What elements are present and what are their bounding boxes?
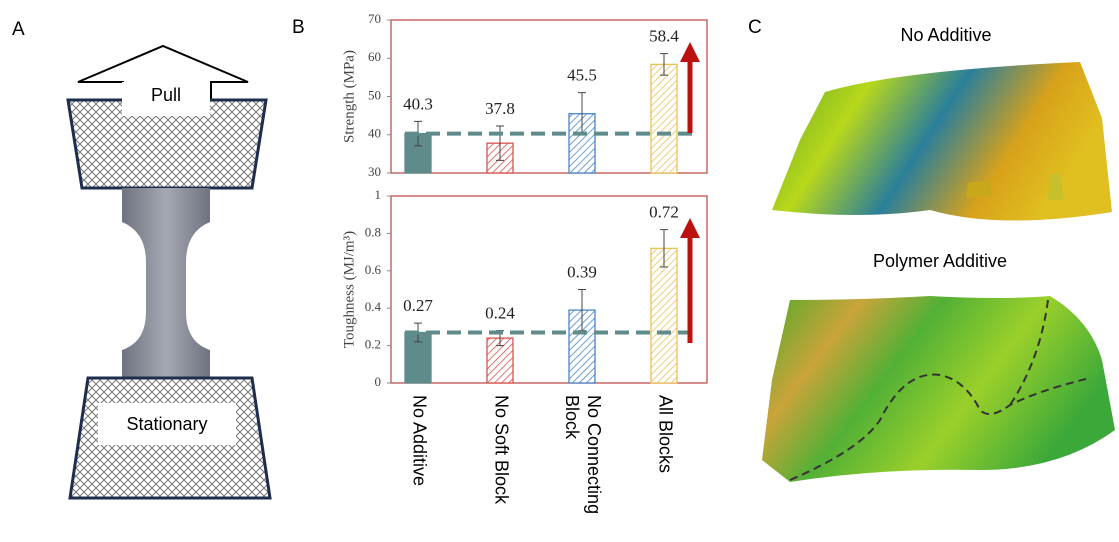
panel-c: C No Additive Polymer Additive: [748, 17, 1115, 482]
surface-feature: [1048, 172, 1064, 200]
y-axis-title: Toughness (MJ/m³): [341, 231, 357, 348]
value-label: 0.72: [649, 203, 679, 222]
panel-label: B: [292, 17, 305, 38]
value-label: 0.27: [403, 296, 433, 315]
surface-title: No Additive: [900, 25, 991, 45]
x-tick-label: All Blocks: [655, 395, 675, 473]
y-tick-label: 0: [375, 374, 382, 389]
panel-a: A Pull Stationary: [12, 19, 272, 500]
surface-title: Polymer Additive: [873, 251, 1007, 271]
crack-path: [789, 299, 1091, 481]
y-tick-label: 40: [368, 126, 381, 141]
surface-polymer-additive: [762, 296, 1115, 482]
x-tick-label: No Additive: [409, 395, 429, 486]
panel-label: A: [12, 19, 25, 40]
value-label: 40.3: [403, 94, 433, 113]
plot-frame: [390, 195, 708, 384]
y-tick-label: 70: [368, 11, 381, 26]
x-tick-label: No ConnectingBlock: [562, 395, 604, 514]
value-label: 45.5: [567, 66, 597, 85]
error-bar: [660, 53, 668, 76]
y-tick-label: 0.6: [365, 262, 382, 277]
pull-box: [122, 82, 210, 116]
surface-no-additive: [772, 62, 1112, 221]
y-axis-title: Strength (MPa): [341, 50, 357, 143]
y-tick-label: 50: [368, 87, 381, 102]
y-tick-label: 0.4: [365, 299, 382, 314]
surface-feature: [966, 180, 992, 198]
value-label: 0.24: [485, 304, 515, 323]
panel-label: C: [748, 17, 762, 38]
y-tick-label: 0.8: [365, 224, 381, 239]
panel-b: 30 40 50 60 70 Strength (MPa) 40.3 37.8 45.5 58.4…: [341, 11, 708, 514]
specimen: [122, 188, 210, 378]
value-label: 0.39: [567, 262, 597, 281]
value-label: 37.8: [485, 99, 515, 118]
y-tick-label: 1: [375, 187, 382, 202]
error-bar: [660, 229, 668, 268]
y-tick-label: 60: [368, 49, 381, 64]
bar: [650, 247, 678, 384]
y-tick-label: 0.2: [365, 337, 381, 352]
stationary-label: Stationary: [126, 414, 207, 434]
bar: [650, 63, 678, 174]
value-label: 58.4: [649, 27, 679, 46]
y-tick-label: 30: [368, 164, 381, 179]
stationary-box: [98, 403, 236, 445]
increase-arrow-head: [680, 218, 700, 238]
pull-label: Pull: [151, 85, 181, 105]
increase-arrow-head: [680, 42, 700, 62]
x-tick-label: No Soft Block: [491, 395, 511, 505]
